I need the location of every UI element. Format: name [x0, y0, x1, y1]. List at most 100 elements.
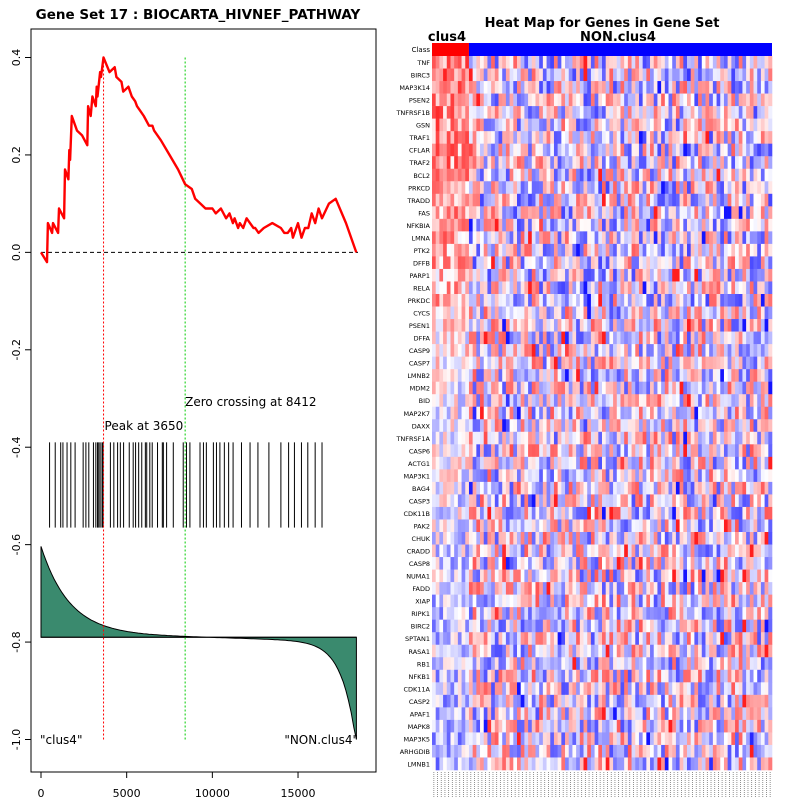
heatmap-cell — [635, 519, 640, 533]
heatmap-cell — [609, 331, 614, 345]
heatmap-cell — [687, 644, 691, 658]
heatmap-cell — [757, 682, 762, 696]
heatmap-cell — [542, 56, 547, 69]
heatmap-cell — [694, 369, 699, 382]
heatmap-cell — [602, 294, 606, 307]
heatmap-cell — [590, 481, 595, 495]
heatmap-cell — [487, 381, 492, 395]
heatmap-cell — [565, 81, 570, 94]
heatmap-cell — [605, 118, 610, 132]
heatmap-cell — [498, 331, 503, 345]
heatmap-cell — [653, 56, 658, 69]
heatmap-cell — [517, 594, 521, 608]
heatmap-cell — [690, 557, 695, 570]
heatmap-cell — [457, 381, 462, 395]
heatmap-cell — [465, 56, 470, 69]
heatmap-cell — [602, 231, 606, 245]
heatmap-cell — [513, 469, 518, 483]
heatmap-cell — [657, 394, 662, 408]
heatmap-cell — [598, 331, 603, 345]
heatmap-cell — [631, 168, 636, 182]
heatmap-cell — [461, 243, 466, 257]
heatmap-cell — [624, 481, 629, 495]
heatmap-cell — [550, 156, 555, 170]
heatmap-cell — [657, 494, 662, 508]
heatmap-cell — [520, 532, 525, 545]
heatmap-cell — [716, 356, 721, 370]
heatmap-cell — [705, 444, 710, 458]
heatmap-cell — [468, 56, 473, 69]
heatmap-cell — [439, 381, 444, 395]
heatmap-cell — [742, 494, 747, 508]
heatmap-cell — [513, 394, 518, 408]
heatmap-cell — [709, 106, 714, 119]
heatmap-cell — [590, 193, 595, 207]
heatmap-cell — [568, 118, 573, 132]
heatmap-cell — [675, 494, 680, 508]
heatmap-cell — [646, 156, 651, 170]
heatmap-cell — [550, 131, 555, 144]
heatmap-cell — [742, 218, 747, 232]
heatmap-cell — [683, 344, 688, 357]
heatmap-cell — [613, 243, 618, 257]
heatmap-cell — [624, 369, 629, 382]
heatmap-cell — [679, 707, 684, 721]
heatmap-cell — [760, 143, 765, 157]
heatmap-cell — [690, 168, 695, 182]
heatmap-cell — [624, 506, 629, 520]
heatmap-cell — [727, 582, 732, 595]
heatmap-cell — [565, 607, 570, 620]
heatmap-cell — [487, 181, 492, 195]
heatmap-cell — [443, 56, 448, 69]
heatmap-cell — [520, 544, 525, 558]
heatmap-cell — [476, 719, 481, 733]
heatmap-cell — [524, 506, 529, 520]
heatmap-cell — [638, 444, 643, 458]
heatmap-cell — [457, 419, 462, 433]
heatmap-cell — [494, 381, 499, 395]
heatmap-cell — [653, 231, 658, 245]
heatmap-cell — [664, 131, 669, 144]
heatmap-cell — [735, 344, 740, 357]
heatmap-cell — [653, 544, 658, 558]
heatmap-cell — [624, 206, 629, 220]
heatmap-cell — [539, 294, 544, 307]
heatmap-cell — [731, 456, 736, 470]
heatmap-cell — [657, 231, 662, 245]
heatmap-cell — [768, 669, 773, 683]
heatmap-cell — [727, 131, 732, 144]
heatmap-cell — [616, 444, 621, 458]
heatmap-cell — [594, 394, 599, 408]
heatmap-cell — [672, 406, 677, 420]
heatmap-cell — [520, 243, 525, 257]
heatmap-cell — [746, 56, 751, 69]
heatmap-cell — [531, 294, 536, 307]
heatmap-cell — [528, 256, 533, 270]
heatmap-cell — [443, 619, 448, 633]
heatmap-cell — [690, 532, 695, 545]
heatmap-cell — [672, 218, 677, 232]
heatmap-cell — [605, 456, 610, 470]
heatmap-cell — [616, 243, 621, 257]
heatmap-cell — [443, 557, 448, 570]
heatmap-cell — [502, 707, 507, 721]
heatmap-cell — [627, 68, 632, 82]
heatmap-cell — [716, 344, 721, 357]
heatmap-cell — [524, 519, 529, 533]
heatmap-cell — [502, 306, 507, 320]
heatmap-cell — [631, 81, 636, 94]
heatmap-cell — [535, 494, 540, 508]
heatmap-cell — [694, 143, 699, 157]
heatmap-cell — [568, 669, 573, 683]
heatmap-cell — [653, 569, 658, 583]
heatmap-cell — [631, 707, 636, 721]
heatmap-cell — [690, 68, 695, 82]
heatmap-cell — [635, 118, 640, 132]
heatmap-cell — [468, 694, 473, 708]
heatmap-cell — [476, 256, 481, 270]
heatmap-cell — [439, 331, 444, 345]
heatmap-cell — [498, 143, 503, 157]
heatmap-cell — [672, 456, 677, 470]
heatmap-cell — [561, 494, 566, 508]
heatmap-cell — [557, 381, 562, 395]
